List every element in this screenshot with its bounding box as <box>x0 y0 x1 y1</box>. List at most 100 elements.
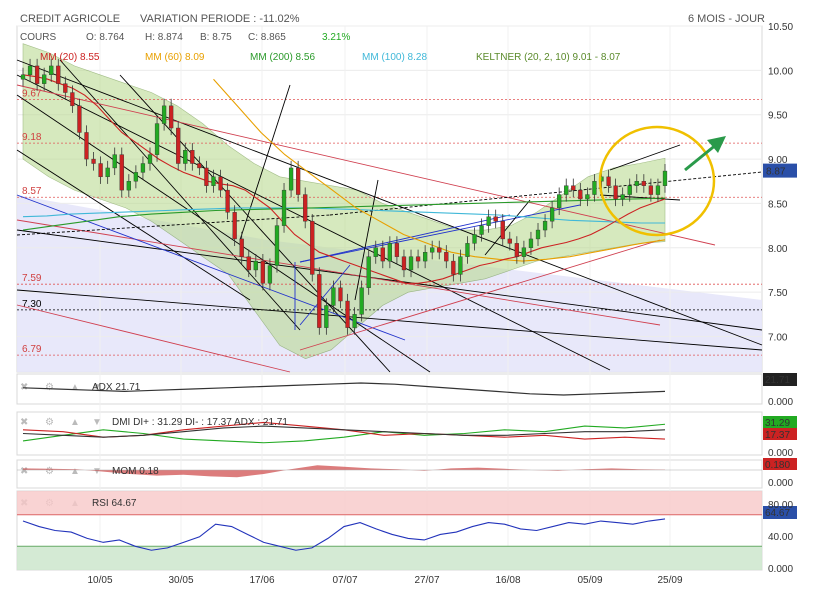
candle-body <box>232 212 237 240</box>
rsi-value: 64.67 <box>765 508 790 519</box>
candle-body <box>634 181 639 186</box>
dmi-label: DMI DI+ : 31.29 DI- : 17.37 ADX : 21.71 <box>112 417 288 428</box>
candle-body <box>662 170 668 186</box>
mom-tick-label: 0.000 <box>768 478 793 489</box>
candle-body <box>204 167 209 186</box>
rsi-value-badge <box>763 506 797 519</box>
trend-line <box>299 214 511 263</box>
adx-value-badge <box>763 373 797 386</box>
price-tick-label: 9.00 <box>768 155 788 166</box>
stock-title: CREDIT AGRICOLE <box>20 13 120 25</box>
price-tick-label: 7.50 <box>768 288 788 299</box>
dmi-plus-line <box>22 423 666 444</box>
candle-body <box>253 260 258 271</box>
dmi-adx-line <box>22 425 666 438</box>
rsi-label: RSI 64.67 <box>92 498 137 509</box>
candle-body <box>479 225 484 235</box>
candle-body <box>493 216 498 222</box>
candle-body <box>387 243 392 262</box>
candle-body <box>521 247 527 257</box>
candle-body <box>119 154 124 191</box>
candle-body <box>310 220 315 275</box>
candle-body <box>239 238 244 257</box>
gear-icon: ⚙ <box>45 466 54 477</box>
legend-mm60: MM (60) 8.09 <box>145 52 205 63</box>
level-label: 9.67 <box>22 89 42 100</box>
trend-line <box>16 229 763 331</box>
price-tick-label: 8.00 <box>768 244 788 255</box>
trend-line <box>484 199 531 256</box>
gear-icon: ⚙ <box>45 417 54 428</box>
candle-body <box>147 154 153 164</box>
candle-body <box>430 247 435 253</box>
candle-body <box>91 158 96 164</box>
time-label: 05/09 <box>577 575 602 586</box>
rsi-tick-80: 80.00 <box>768 500 793 511</box>
trend-line <box>16 194 406 341</box>
arrow-up-icon: ▲ <box>70 382 80 393</box>
keltner-channel <box>22 43 666 360</box>
mom-area <box>23 465 665 478</box>
candle-body <box>408 256 414 271</box>
rsi-tick-40: 40.00 <box>768 532 793 543</box>
price-tick-label: 10.00 <box>768 66 793 77</box>
level-label: 9.18 <box>22 132 42 143</box>
legend-open: O: 8.764 <box>86 32 125 43</box>
last-price-badge <box>763 163 797 178</box>
candle-body <box>366 256 371 288</box>
trend-line <box>299 239 661 351</box>
candle-body <box>169 105 174 129</box>
candle-body <box>183 150 188 164</box>
adx-label: ADX 21.71 <box>92 382 141 393</box>
candle-body <box>246 256 251 271</box>
candle-body <box>528 238 534 248</box>
candle-body <box>578 189 583 200</box>
candle-body <box>535 229 541 240</box>
dmi-plus-badge <box>763 416 797 428</box>
level-label: 8.57 <box>22 186 42 197</box>
trend-line <box>16 84 716 246</box>
candle-body <box>338 287 343 302</box>
candle-body <box>415 256 421 262</box>
trend-line <box>59 59 301 331</box>
time-label: 07/07 <box>332 575 357 586</box>
trend-line <box>119 74 391 373</box>
close-icon: ✖ <box>20 466 28 477</box>
legend-cours: COURS <box>20 32 56 43</box>
candle-body <box>507 238 512 244</box>
highlight-ellipse <box>598 125 716 237</box>
time-label: 10/05 <box>87 575 112 586</box>
trend-arrow-shaft <box>684 142 718 172</box>
candle-body <box>34 65 40 84</box>
candle-body <box>154 123 160 155</box>
variation-label: VARIATION PERIODE : -11.02% <box>140 13 300 25</box>
candle-body <box>324 305 329 328</box>
adx-value: 21.71 <box>765 375 790 386</box>
candle-body <box>585 194 590 200</box>
trend-line <box>609 144 681 171</box>
trend-line <box>329 171 763 216</box>
time-label: 30/05 <box>168 575 193 586</box>
candle-body <box>190 150 195 164</box>
legend-close: C: 8.865 <box>248 32 286 43</box>
candle-body <box>197 163 202 169</box>
candle-body <box>331 287 336 306</box>
candle-body <box>655 185 661 195</box>
candle-body <box>549 207 555 222</box>
candle-body <box>260 260 266 284</box>
candle-body <box>267 265 273 284</box>
candle-body <box>648 185 654 195</box>
gear-icon: ⚙ <box>45 382 54 393</box>
candle-body <box>620 194 625 200</box>
trend-line <box>599 194 681 201</box>
candle-body <box>345 300 350 328</box>
candle-body <box>564 185 569 195</box>
candle-body <box>77 105 82 133</box>
trend-line <box>16 149 251 301</box>
candle-body <box>500 220 505 240</box>
trend-line <box>299 204 581 263</box>
candle-body <box>557 194 562 209</box>
candle-body <box>140 163 146 173</box>
candle-body <box>394 243 400 257</box>
arrow-up-icon: ▲ <box>70 417 80 428</box>
